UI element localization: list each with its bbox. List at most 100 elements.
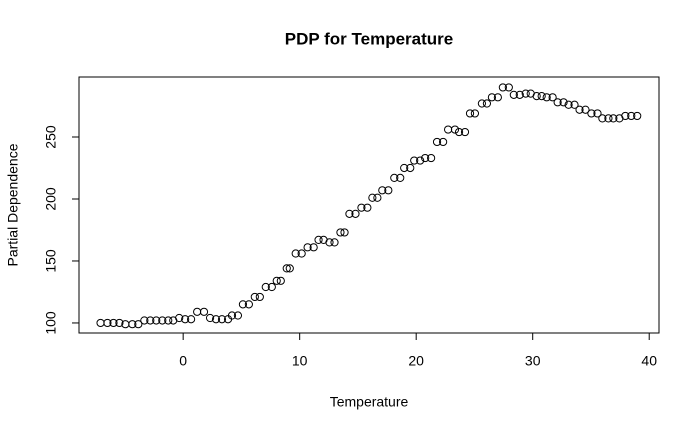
- point: [238, 300, 248, 309]
- point: [285, 264, 294, 273]
- point: [509, 90, 518, 99]
- point: [504, 83, 513, 92]
- point: [276, 276, 285, 285]
- point: [493, 93, 502, 102]
- chart-title: PDP for Temperature: [285, 29, 453, 48]
- point: [396, 173, 405, 183]
- point: [134, 320, 143, 329]
- point: [593, 109, 602, 118]
- point: [109, 318, 118, 328]
- point: [267, 282, 276, 292]
- point: [340, 228, 349, 237]
- point: [410, 156, 419, 165]
- point: [621, 111, 630, 121]
- point: [152, 316, 161, 325]
- point: [255, 292, 264, 302]
- point: [233, 311, 243, 320]
- point: [581, 105, 590, 114]
- point: [345, 209, 354, 218]
- y-tick-label: 150: [43, 249, 59, 273]
- point: [164, 316, 173, 325]
- point: [553, 98, 562, 107]
- point: [363, 203, 372, 212]
- point: [291, 249, 300, 258]
- point: [537, 91, 546, 101]
- point: [199, 307, 209, 316]
- point: [406, 163, 415, 173]
- point: [575, 105, 584, 114]
- point: [181, 315, 190, 324]
- point: [444, 125, 453, 134]
- point: [498, 83, 507, 92]
- point: [532, 91, 541, 101]
- point: [421, 153, 430, 163]
- point: [627, 111, 636, 121]
- point: [454, 127, 464, 137]
- point: [378, 186, 387, 195]
- point: [227, 311, 237, 320]
- point: [427, 153, 436, 163]
- x-tick-label: 20: [408, 353, 424, 369]
- point: [217, 315, 227, 324]
- point: [193, 307, 202, 316]
- y-tick-label: 200: [43, 187, 59, 211]
- point: [439, 137, 448, 147]
- point: [465, 109, 475, 118]
- x-axis-label: Temperature: [330, 394, 409, 410]
- point: [373, 193, 382, 202]
- point: [244, 300, 253, 309]
- point: [205, 313, 215, 323]
- point: [542, 93, 551, 102]
- point: [633, 111, 642, 121]
- point: [146, 316, 155, 325]
- point: [351, 209, 360, 218]
- point: [96, 318, 105, 328]
- y-axis-label: Partial Dependence: [5, 143, 21, 266]
- point: [325, 238, 334, 247]
- point: [482, 99, 492, 108]
- point: [175, 313, 184, 323]
- point: [158, 316, 167, 325]
- y-tick-label: 250: [43, 125, 59, 149]
- point: [309, 243, 318, 252]
- x-tick-label: 30: [525, 353, 541, 369]
- point: [250, 292, 259, 302]
- point: [297, 249, 306, 258]
- point: [314, 235, 323, 244]
- point: [357, 203, 366, 212]
- point: [416, 156, 425, 165]
- point: [282, 264, 291, 273]
- point: [128, 320, 137, 329]
- point: [515, 90, 524, 99]
- y-tick-label: 100: [43, 311, 59, 335]
- point: [477, 99, 487, 108]
- point: [609, 114, 618, 123]
- point: [140, 316, 149, 325]
- point: [368, 193, 377, 202]
- point: [330, 238, 339, 247]
- point: [400, 163, 409, 173]
- point: [487, 93, 497, 102]
- point: [604, 114, 613, 123]
- x-tick-label: 10: [292, 353, 308, 369]
- x-tick-label: 0: [179, 353, 187, 369]
- point: [521, 89, 530, 98]
- point: [336, 228, 345, 237]
- point: [432, 137, 442, 147]
- point: [211, 315, 221, 324]
- point: [470, 109, 480, 118]
- point: [460, 127, 470, 137]
- x-tick-label: 40: [641, 353, 657, 369]
- point: [587, 109, 596, 118]
- point: [384, 186, 393, 195]
- point: [450, 125, 460, 134]
- point: [570, 100, 579, 109]
- point: [390, 173, 399, 183]
- point: [303, 243, 312, 252]
- point: [548, 93, 557, 102]
- point: [598, 114, 607, 123]
- point: [103, 318, 112, 328]
- point: [186, 315, 196, 324]
- point: [261, 282, 270, 292]
